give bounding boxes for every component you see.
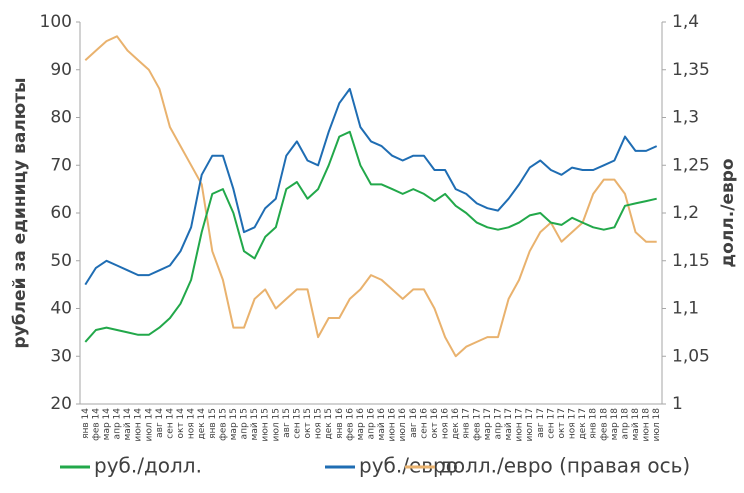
x-tick-label: дек 16	[451, 408, 461, 440]
y-axis-title: рублей за единицу валюты	[10, 77, 30, 348]
x-tick-label: янв 14	[81, 408, 91, 439]
x-tick-label: авг 14	[155, 408, 165, 438]
legend-label: долл./евро (правая ось)	[439, 454, 690, 478]
x-tick-label: май 14	[123, 408, 133, 441]
x-tick-label: мар 18	[610, 408, 620, 441]
x-tick-label: июл 16	[398, 408, 408, 442]
y-tick-label: 100	[40, 12, 72, 32]
x-tick-label: май 18	[631, 408, 641, 441]
y-tick-label: 80	[50, 108, 72, 128]
y-tick-label: 40	[50, 299, 72, 319]
x-tick-label: июл 14	[144, 408, 154, 442]
x-tick-label: сен 14	[165, 408, 175, 439]
x-tick-label: сен 16	[419, 408, 429, 439]
x-tick-label: июл 17	[525, 408, 535, 442]
x-tick-label: апр 15	[240, 408, 250, 439]
y-tick-label: 70	[50, 155, 72, 175]
x-tick-label: апр 16	[367, 408, 377, 440]
y2-tick-label: 1	[672, 394, 683, 414]
x-tick-label: авг 17	[536, 408, 546, 438]
x-tick-label: ноя 14	[187, 408, 197, 439]
y2-tick-label: 1,3	[672, 108, 699, 128]
y2-tick-label: 1,35	[672, 60, 710, 80]
x-tick-label: авг 16	[409, 408, 419, 438]
x-tick-label: окт 15	[303, 408, 313, 439]
y2-tick-label: 1,25	[672, 155, 710, 175]
x-tick-label: дек 17	[578, 408, 588, 440]
x-tick-label: мар 17	[483, 408, 493, 440]
x-tick-label: янв 16	[335, 408, 345, 439]
x-tick-label: сен 15	[292, 408, 302, 439]
x-tick-label: фев 17	[472, 408, 482, 441]
x-tick-label: июн 15	[261, 408, 271, 442]
y2-tick-label: 1,4	[672, 12, 699, 32]
x-tick-label: дек 15	[324, 408, 334, 440]
x-tick-label: мар 14	[102, 408, 112, 441]
x-tick-label: май 17	[504, 408, 514, 440]
y2-tick-label: 1,1	[672, 299, 699, 319]
x-tick-label: май 15	[250, 408, 260, 440]
x-tick-label: июн 18	[642, 408, 652, 442]
y-tick-label: 50	[50, 251, 72, 271]
x-tick-label: фев 16	[345, 408, 355, 441]
x-tick-label: сен 17	[546, 408, 556, 439]
y-tick-label: 60	[50, 203, 72, 223]
x-tick-label: фев 18	[599, 408, 609, 441]
x-tick-label: янв 18	[589, 408, 599, 439]
x-tick-label: дек 14	[197, 408, 207, 440]
x-tick-label: авг 15	[282, 408, 292, 438]
y-tick-label: 90	[50, 60, 72, 80]
y2-tick-label: 1,2	[672, 203, 699, 223]
x-tick-label: апр 14	[113, 408, 123, 440]
x-tick-label: мар 15	[229, 408, 239, 440]
x-tick-label: фев 14	[91, 408, 101, 441]
y-tick-label: 20	[50, 394, 72, 414]
x-tick-label: июн 17	[515, 408, 525, 442]
x-tick-label: мар 16	[356, 408, 366, 441]
series-line	[84, 35, 657, 358]
x-tick-label: апр 17	[493, 408, 503, 439]
y2-axis-title: долл./евро	[718, 158, 738, 267]
x-tick-label: июн 16	[388, 408, 398, 442]
x-tick-label: фев 15	[218, 408, 228, 441]
x-tick-label: янв 17	[462, 408, 472, 439]
x-tick-label: окт 17	[557, 408, 567, 439]
y2-tick-label: 1,15	[672, 251, 710, 271]
series-line	[84, 130, 657, 343]
x-tick-label: янв 15	[208, 408, 218, 439]
x-tick-label: ноя 17	[568, 408, 578, 439]
x-tick-label: июл 18	[652, 408, 662, 442]
x-tick-label: апр 18	[620, 408, 630, 440]
x-tick-label: окт 14	[176, 408, 186, 439]
x-tick-label: июн 14	[134, 408, 144, 442]
y-tick-label: 30	[50, 346, 72, 366]
x-tick-label: ноя 15	[314, 408, 324, 439]
legend-label: руб./долл.	[94, 454, 202, 478]
x-tick-label: окт 16	[430, 408, 440, 439]
x-tick-label: ноя 16	[441, 408, 451, 439]
x-tick-label: июл 15	[271, 408, 281, 442]
y2-tick-label: 1,05	[672, 346, 710, 366]
x-tick-label: май 16	[377, 408, 387, 441]
series-line	[84, 87, 658, 286]
